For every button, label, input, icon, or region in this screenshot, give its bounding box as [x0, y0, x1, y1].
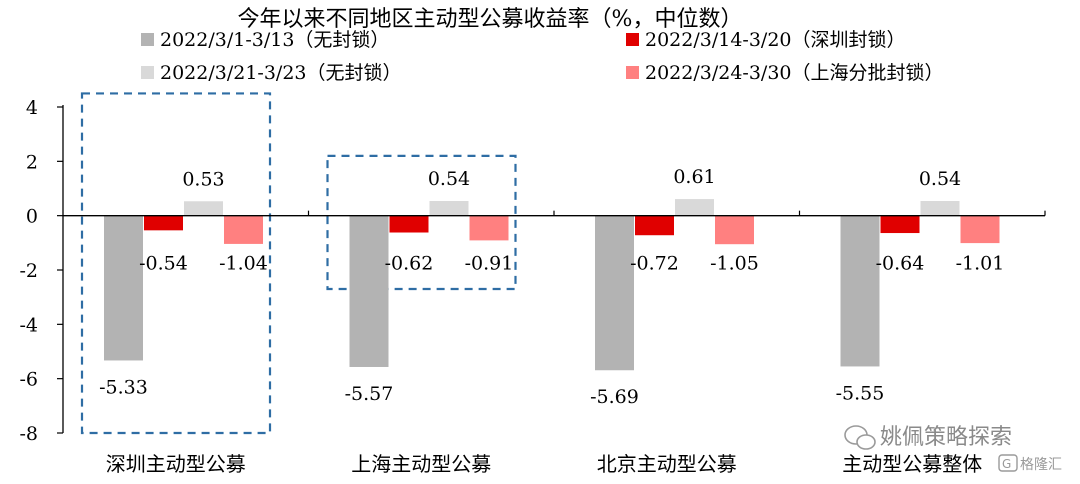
data-label: -0.91 [465, 253, 514, 275]
data-label: -5.33 [99, 376, 148, 398]
svg-text:G: G [1002, 457, 1011, 471]
data-labels: -5.33 -0.54 0.53 -1.04 -5.57 -0.62 0.54 -0.91 -5… [99, 166, 1004, 408]
data-label: -5.57 [345, 383, 394, 405]
x-category-label: 北京主动型公募 [597, 452, 737, 476]
chart-title: 今年以来不同地区主动型公募收益率（%，中位数） [238, 7, 743, 32]
legend-swatch [141, 66, 154, 79]
legend-label: 2022/3/1-3/13（无封锁） [160, 29, 389, 51]
y-tick-label: -4 [19, 314, 38, 336]
bar [715, 215, 754, 245]
highlight-box [326, 154, 517, 291]
bar [429, 200, 469, 216]
data-label: -0.64 [876, 253, 925, 275]
bar [635, 215, 674, 236]
data-label: 0.54 [428, 168, 470, 190]
legend-label: 2022/3/21-3/23（无封锁） [160, 62, 402, 84]
data-label: 0.53 [182, 168, 224, 190]
data-label: -1.05 [710, 253, 759, 275]
bar [469, 215, 509, 241]
wechat-icon [844, 425, 876, 450]
gelonghui-logo-icon: G [998, 454, 1018, 472]
legend-swatch [141, 33, 154, 46]
bar [920, 200, 960, 216]
data-label: 0.54 [919, 168, 961, 190]
data-label: -0.72 [630, 253, 679, 275]
bar [675, 199, 714, 216]
y-tick-label: 2 [26, 151, 38, 173]
bar [104, 215, 143, 361]
bar [960, 215, 1000, 244]
watermark: 姚佩策略探索 G 格隆汇 [844, 425, 1062, 473]
bar [595, 215, 634, 371]
bar [184, 201, 223, 216]
x-category-label: 上海主动型公募 [351, 452, 491, 476]
data-label: 0.61 [673, 166, 715, 188]
bar [880, 215, 920, 234]
y-tick-label: 0 [26, 206, 38, 228]
bars [104, 199, 1000, 371]
legend: 2022/3/1-3/13（无封锁） 2022/3/14-3/20（深圳封锁） 20… [141, 29, 944, 84]
legend-swatch [626, 66, 639, 79]
data-label: -1.04 [219, 253, 268, 275]
legend-label: 2022/3/14-3/20（深圳封锁） [645, 29, 906, 51]
x-category-label: 深圳主动型公募 [106, 452, 246, 476]
data-label: -5.69 [590, 386, 639, 408]
data-label: -1.01 [956, 253, 1005, 275]
bar [349, 215, 389, 367]
legend-label: 2022/3/24-3/30（上海分批封锁） [645, 62, 944, 84]
data-label: -0.62 [385, 253, 434, 275]
y-tick-label: -6 [19, 369, 38, 391]
highlight-boxes [80, 92, 517, 435]
axes: 4 2 0 -2 -4 -6 -8 深圳主动型公募 上海主动型公募 北京主动型公募 主动型公募整体 [19, 97, 1046, 476]
watermark-secondary-text: 格隆汇 [1020, 457, 1062, 473]
bar [389, 215, 429, 233]
x-category-label: 主动型公募整体 [842, 452, 982, 476]
bar [144, 215, 183, 231]
bar [224, 215, 263, 244]
highlight-box [80, 92, 272, 435]
y-tick-label: -2 [19, 260, 38, 282]
data-label: -0.54 [139, 253, 188, 275]
legend-swatch [626, 33, 639, 46]
y-tick-label: 4 [26, 97, 38, 119]
watermark-text: 姚佩策略探索 [880, 425, 1012, 450]
bar [840, 215, 880, 367]
y-tick-label: -8 [19, 423, 38, 445]
data-label: -5.55 [836, 382, 885, 404]
